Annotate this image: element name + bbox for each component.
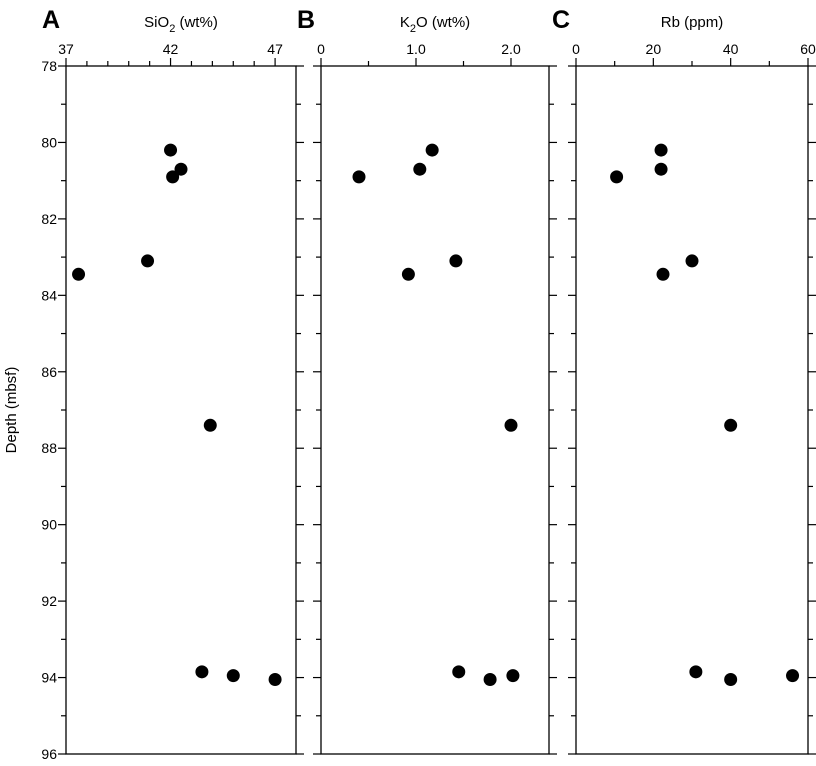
depth-axis: Depth (mbsf) 78 80 82 84 86 88 90 92 94 96 bbox=[3, 58, 57, 762]
data-point bbox=[449, 254, 463, 268]
data-point bbox=[654, 162, 668, 176]
panel-b: B K2O (wt%) 0 1.0 2.0 bbox=[297, 6, 557, 755]
x-tick-label: 0 bbox=[572, 41, 580, 57]
data-point bbox=[203, 418, 217, 432]
y-tick-label: 86 bbox=[41, 364, 57, 380]
data-point bbox=[724, 672, 738, 686]
data-point bbox=[483, 672, 497, 686]
data-point bbox=[413, 162, 427, 176]
data-point bbox=[141, 254, 155, 268]
data-point bbox=[656, 267, 670, 281]
data-point bbox=[689, 665, 703, 679]
y-tick-label: 96 bbox=[41, 746, 57, 762]
panels: A SiO2 (wt%)37 42 47B K2O (wt%)0 1.0 2.0C Rb (p… bbox=[42, 6, 816, 755]
x-axis-title-main: Rb (ppm) bbox=[661, 14, 724, 31]
y-tick-label: 94 bbox=[41, 670, 57, 686]
data-point bbox=[72, 267, 86, 281]
data-point bbox=[506, 669, 520, 683]
data-point bbox=[164, 143, 178, 157]
data-point bbox=[425, 143, 439, 157]
data-point bbox=[268, 672, 282, 686]
x-axis-title-subscript: 2 bbox=[169, 23, 175, 35]
panel-a: A SiO2 (wt%) 37 42 47 bbox=[42, 6, 304, 755]
data-point bbox=[166, 170, 180, 184]
x-tick-label: 0 bbox=[317, 41, 325, 57]
x-tick-label: 2.0 bbox=[501, 41, 521, 57]
y-tick-label: 80 bbox=[41, 134, 57, 150]
data-point bbox=[195, 665, 209, 679]
x-axis-title-main: SiO bbox=[144, 14, 169, 31]
y-tick-label: 82 bbox=[41, 211, 57, 227]
panel-letter: A bbox=[42, 6, 60, 34]
y-tick-label: 92 bbox=[41, 593, 57, 609]
data-point bbox=[685, 254, 699, 268]
y-tick-label: 90 bbox=[41, 517, 57, 533]
x-axis-title-main: K bbox=[400, 14, 410, 31]
data-point bbox=[401, 267, 415, 281]
x-axis-title-subscript: 2 bbox=[410, 23, 416, 35]
data-point bbox=[174, 162, 188, 176]
data-point bbox=[504, 418, 518, 432]
data-point bbox=[452, 665, 466, 679]
data-point bbox=[610, 170, 624, 184]
y-axis-title: Depth (mbsf) bbox=[3, 367, 20, 454]
x-tick-label: 47 bbox=[267, 41, 283, 57]
x-tick-label: 20 bbox=[646, 41, 662, 57]
x-axis-title: K2O (wt%) bbox=[400, 14, 470, 35]
plot-frame bbox=[320, 65, 550, 755]
x-tick-label: 40 bbox=[723, 41, 739, 57]
data-point bbox=[352, 170, 366, 184]
panel-letter: C bbox=[552, 6, 570, 34]
data-point bbox=[226, 669, 240, 683]
y-tick-label: 84 bbox=[41, 287, 57, 303]
x-tick-label: 42 bbox=[163, 41, 179, 57]
data-point bbox=[724, 418, 738, 432]
x-tick-label: 1.0 bbox=[406, 41, 426, 57]
data-point bbox=[654, 143, 668, 157]
x-tick-label: 37 bbox=[58, 41, 74, 57]
panel-c: C Rb (ppm) 0 20 40 60 bbox=[552, 6, 816, 755]
plot-frame bbox=[575, 65, 809, 755]
y-tick-label: 88 bbox=[41, 440, 57, 456]
x-axis-title: Rb (ppm) bbox=[661, 14, 724, 31]
x-axis-title-suffix: O (wt%) bbox=[416, 14, 470, 31]
x-tick-label: 60 bbox=[800, 41, 816, 57]
x-axis-title: SiO2 (wt%) bbox=[144, 14, 218, 35]
x-axis-title-suffix: (wt%) bbox=[175, 14, 218, 31]
panel-letter: B bbox=[297, 6, 315, 34]
data-point bbox=[786, 669, 800, 683]
y-tick-label: 78 bbox=[41, 58, 57, 74]
